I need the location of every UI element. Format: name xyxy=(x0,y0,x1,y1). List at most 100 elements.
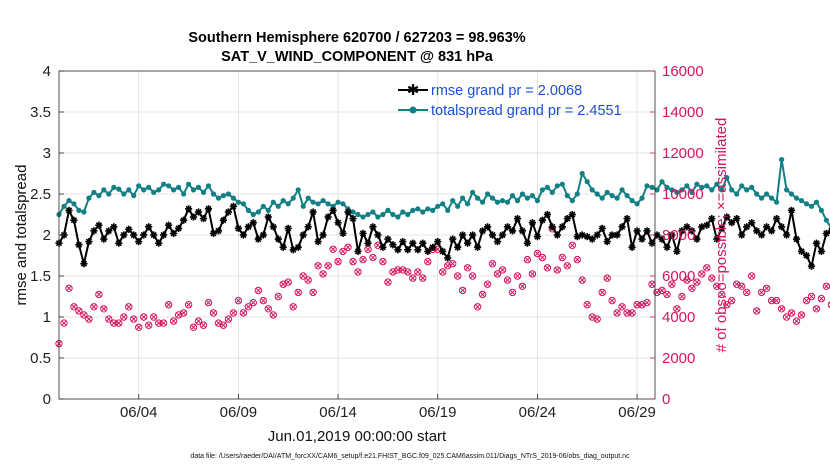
obs-point xyxy=(458,286,467,295)
rmse-point xyxy=(762,223,771,231)
totalspread-point xyxy=(285,201,291,207)
obs-point xyxy=(289,303,297,311)
x-tick-label: 06/09 xyxy=(220,404,258,421)
rmse-point xyxy=(593,231,601,239)
rmse-point xyxy=(289,246,297,254)
y-tick-label-left: 1 xyxy=(43,309,51,326)
totalspread-point xyxy=(649,184,655,190)
rmse-point xyxy=(693,235,701,243)
totalspread-point xyxy=(430,207,436,213)
chart-title-line1: Southern Hemisphere 620700 / 627203 = 98… xyxy=(188,30,525,46)
rmse-point xyxy=(439,247,447,255)
y-tick-label-left: 0.5 xyxy=(30,350,51,367)
totalspread-point xyxy=(644,183,650,189)
rmse-point xyxy=(563,215,571,223)
totalspread-point xyxy=(320,198,326,204)
obs-point xyxy=(299,272,307,280)
rmse-point xyxy=(414,246,422,254)
totalspread-point xyxy=(699,184,705,190)
y-tick-label-left: 1.5 xyxy=(30,268,51,285)
rmse-point xyxy=(419,239,427,247)
obs-point xyxy=(229,309,238,317)
rmse-point xyxy=(588,235,596,243)
rmse-point xyxy=(314,238,322,246)
totalspread-point xyxy=(400,209,406,215)
obs-point xyxy=(757,288,766,297)
rmse-point xyxy=(209,229,218,237)
totalspread-point xyxy=(330,203,336,209)
totalspread-point xyxy=(265,207,271,213)
obs-point xyxy=(454,272,462,280)
totalspread-point xyxy=(460,195,466,201)
rmse-point xyxy=(508,227,517,235)
totalspread-point xyxy=(126,187,132,193)
obs-point xyxy=(523,255,532,264)
y-tick-label-left: 4 xyxy=(43,63,51,80)
obs-point xyxy=(673,305,681,313)
totalspread-point xyxy=(250,211,256,218)
obs-point xyxy=(85,315,93,323)
rmse-point xyxy=(399,238,407,246)
obs-point xyxy=(414,268,422,276)
rmse-point xyxy=(688,227,696,235)
obs-point xyxy=(284,278,292,286)
totalspread-point xyxy=(504,199,511,205)
rmse-point xyxy=(479,227,487,235)
y-tick-label-left: 2 xyxy=(43,227,51,244)
obs-point xyxy=(708,274,716,282)
obs-point xyxy=(159,319,168,327)
rmse-point xyxy=(274,235,282,243)
obs-point xyxy=(344,243,352,252)
totalspread-point xyxy=(694,181,700,187)
totalspread-point xyxy=(121,191,127,197)
obs-point xyxy=(115,319,123,327)
obs-point xyxy=(812,305,821,313)
totalspread-point xyxy=(589,187,595,193)
totalspread-point xyxy=(161,181,167,187)
y-tick-label-left: 0 xyxy=(43,391,51,408)
totalspread-point xyxy=(719,187,725,193)
totalspread-point xyxy=(146,184,152,190)
totalspread-point xyxy=(813,199,820,205)
totalspread-point xyxy=(569,198,575,204)
rmse-point xyxy=(608,231,616,239)
y-tick-label-right: 4000 xyxy=(662,309,695,326)
x-tick-label: 06/04 xyxy=(120,404,158,421)
rmse-point xyxy=(703,221,711,229)
totalspread-point xyxy=(415,206,421,212)
totalspread-point xyxy=(549,189,555,195)
totalspread-point xyxy=(195,184,202,190)
totalspread-point xyxy=(91,189,97,195)
obs-point xyxy=(294,288,302,297)
obs-point xyxy=(573,255,581,264)
totalspread-point xyxy=(225,191,231,197)
rmse-point xyxy=(748,219,756,227)
rmse-point xyxy=(498,231,507,239)
rmse-point xyxy=(753,227,761,235)
rmse-point xyxy=(449,235,457,243)
obs-point xyxy=(743,288,751,297)
totalspread-point xyxy=(754,191,760,197)
rmse-point xyxy=(100,235,108,243)
totalspread-point xyxy=(131,193,137,199)
totalspread-point xyxy=(370,209,376,215)
rmse-point xyxy=(802,251,811,260)
obs-point xyxy=(558,253,566,262)
rmse-point xyxy=(165,221,173,229)
obs-point xyxy=(419,274,427,282)
obs-point xyxy=(563,262,571,270)
rmse-point xyxy=(459,231,467,239)
y-tick-label-right: 10000 xyxy=(662,186,704,203)
totalspread-point xyxy=(564,193,570,199)
rmse-point xyxy=(309,208,317,216)
obs-point xyxy=(269,311,277,319)
totalspread-point xyxy=(106,191,112,197)
rmse-point xyxy=(334,219,342,227)
obs-point xyxy=(658,286,666,295)
totalspread-point xyxy=(669,187,675,193)
totalspread-point xyxy=(594,191,600,197)
obs-point xyxy=(369,253,377,262)
totalspread-point xyxy=(440,201,446,207)
rmse-point xyxy=(777,223,786,231)
rmse-point xyxy=(513,215,522,223)
